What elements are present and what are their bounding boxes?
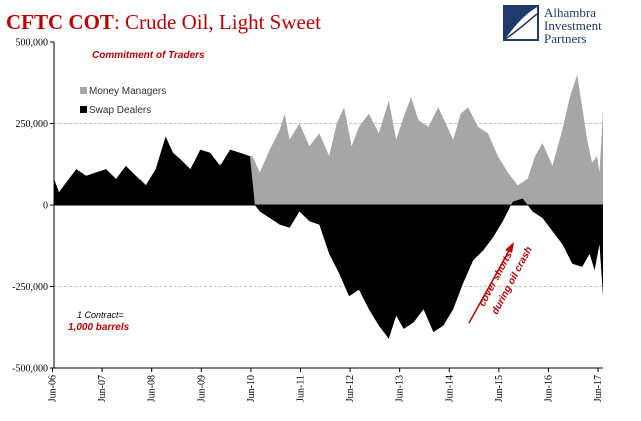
brand-logo: Alhambra Investment Partners [503,5,602,46]
contract-note-line-1: 1 Contract= [77,310,124,320]
x-tick-label: Jun-11 [296,375,307,402]
x-tick-label: Jun-16 [543,375,554,402]
legend: Money Managers Swap Dealers [80,86,166,116]
brand-line-2: Investment [544,18,602,33]
y-tick-label: -250,000 [12,282,48,293]
legend-label-money-managers: Money Managers [89,86,166,97]
brand-line-3: Partners [544,31,587,46]
x-tick-label: Jun-08 [147,375,158,402]
y-tick-label: 250,000 [16,119,49,130]
contract-note-line-2: 1,000 barrels [68,322,130,333]
x-tick-label: Jun-13 [395,375,406,402]
series-area-swap-dealers [54,136,603,339]
plot-area [54,74,603,339]
gridlines [54,123,603,287]
x-tick-label: Jun-14 [444,375,455,402]
x-tick-label: Jun-10 [246,375,257,402]
legend-swatch-money-managers [80,87,87,94]
brand-line-1: Alhambra [544,5,596,20]
x-tick-label: Jun-07 [97,375,108,402]
chart-subtitle: Commitment of Traders [92,50,205,61]
annotation-arrowhead [505,242,514,253]
chart-title: CFTC COT: Crude Oil, Light Sweet [6,10,321,34]
x-tick-label: Jun-12 [345,375,356,402]
y-tick-label: 0 [43,201,48,212]
logo-emblem [503,5,539,41]
x-tick-label: Jun-15 [494,375,505,402]
legend-label-swap-dealers: Swap Dealers [89,105,151,116]
legend-swatch-swap-dealers [80,106,87,113]
y-tick-label: -500,000 [12,364,48,375]
y-tick-label: 500,000 [16,38,49,49]
x-tick-label: Jun-09 [196,375,207,402]
x-tick-label: Jun-06 [48,375,59,402]
x-tick-label: Jun-17 [593,375,604,402]
annotation-arrow [468,248,511,324]
